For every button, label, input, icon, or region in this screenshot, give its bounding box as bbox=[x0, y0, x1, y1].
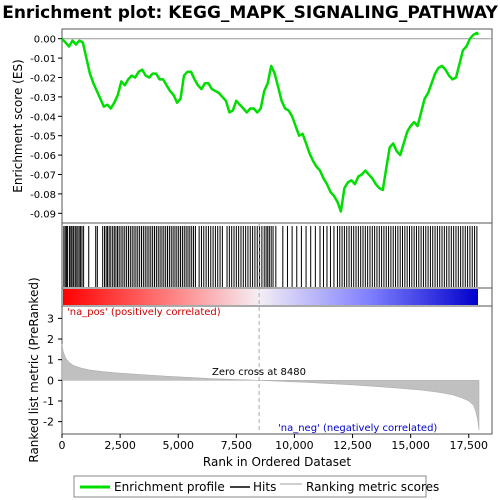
enrichment-y-axis-label: Enrichment score (ES) bbox=[11, 59, 25, 192]
x-tick-label: 0 bbox=[59, 439, 66, 452]
gradient-fill bbox=[63, 289, 491, 305]
x-tick-label: 5,000 bbox=[162, 439, 194, 452]
x-tick-label: 10,000 bbox=[275, 439, 314, 452]
rank-y-tick-label: 2 bbox=[47, 333, 54, 346]
x-tick-label: 7,500 bbox=[221, 439, 253, 452]
rank-gradient-bar bbox=[63, 289, 491, 305]
legend-enrichment-label: Enrichment profile bbox=[114, 480, 225, 494]
x-tick-label: 17,500 bbox=[450, 439, 489, 452]
rank-y-tick-label: 0 bbox=[47, 374, 54, 387]
pos-correlated-label: 'na_pos' (positively correlated) bbox=[67, 307, 221, 318]
enrichment-y-ticks: 0.00 -0.01 -0.02 -0.03 -0.04 -0.05 -0.06 -0.07 -… bbox=[30, 35, 62, 220]
es-y-tick-label: -0.05 bbox=[30, 132, 56, 143]
enrichment-panel-frame bbox=[61, 28, 493, 224]
es-y-tick-label: -0.04 bbox=[30, 112, 56, 123]
x-tick-label: 2,500 bbox=[104, 439, 136, 452]
hits-series bbox=[63, 226, 478, 287]
ranking-y-ticks: 3 2 1 0 -1 -2 bbox=[43, 312, 62, 429]
ranking-panel-frame bbox=[61, 305, 493, 435]
x-tick-label: 15,000 bbox=[391, 439, 430, 452]
legend-ranking-label: Ranking metric scores bbox=[306, 480, 439, 494]
zero-cross-label: Zero cross at 8480 bbox=[212, 367, 306, 378]
ranking-metric-area bbox=[61, 344, 480, 430]
ranking-y-axis-label: Ranked list metric (PreRanked) bbox=[27, 277, 41, 462]
es-y-tick-label: 0.00 bbox=[34, 35, 56, 46]
x-axis-label: Rank in Ordered Dataset bbox=[203, 455, 351, 469]
es-y-tick-label: -0.02 bbox=[30, 74, 56, 85]
x-tick-label: 12,500 bbox=[333, 439, 372, 452]
es-y-tick-label: -0.01 bbox=[30, 54, 56, 65]
es-y-tick-label: -0.08 bbox=[30, 190, 56, 201]
rank-y-tick-label: -1 bbox=[43, 395, 54, 408]
x-axis-ticks: 0 2,500 5,000 7,500 10,000 12,500 15,000 17,500 bbox=[59, 434, 489, 452]
ranking-metric-series bbox=[61, 223, 480, 434]
es-y-tick-label: -0.09 bbox=[30, 209, 56, 220]
enrichment-profile-series bbox=[61, 31, 480, 213]
rank-y-tick-label: -2 bbox=[43, 416, 54, 429]
rank-y-tick-label: 1 bbox=[47, 354, 54, 367]
chart-title: Enrichment plot: KEGG_MAPK_SIGNALING_PAT… bbox=[2, 3, 498, 23]
es-y-tick-label: -0.07 bbox=[30, 171, 56, 182]
es-y-tick-label: -0.06 bbox=[30, 151, 56, 162]
neg-correlated-label: 'na_neg' (negatively correlated) bbox=[278, 423, 437, 434]
legend-hits-label: Hits bbox=[253, 480, 276, 494]
es-y-tick-label: -0.03 bbox=[30, 93, 56, 104]
rank-y-tick-label: 3 bbox=[47, 312, 54, 325]
enrichment-profile-line bbox=[61, 31, 480, 213]
